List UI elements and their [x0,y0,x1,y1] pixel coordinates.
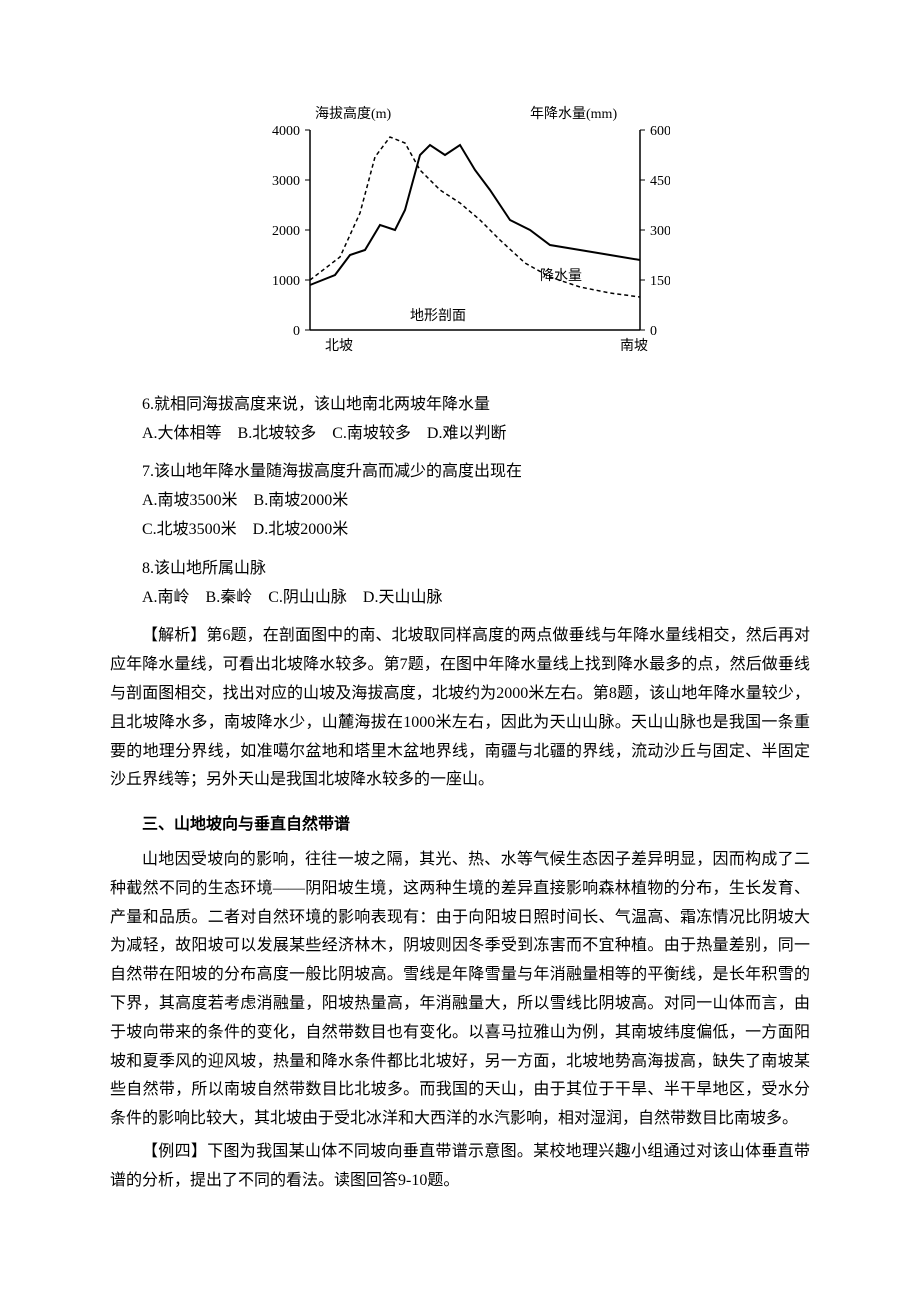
svg-text:0: 0 [293,324,300,339]
svg-text:2000: 2000 [272,224,300,239]
x-right-label: 南坡 [620,338,648,354]
svg-text:300: 300 [650,224,670,239]
right-ticks: 0 150 300 450 600 [640,124,670,339]
svg-text:450: 450 [650,174,670,189]
question-7: 7.该山地年降水量随海拔高度升高而减少的高度出现在 A.南坡3500米 B.南坡… [110,458,810,544]
svg-text:3000: 3000 [272,174,300,189]
right-axis-title: 年降水量(mm) [530,106,617,122]
q7-opt-ab: A.南坡3500米 B.南坡2000米 [110,487,810,516]
left-ticks: 0 1000 2000 3000 4000 [272,124,310,339]
elevation-precip-chart: 海拔高度(m) 年降水量(mm) 0 1000 2000 3000 4000 0 [250,100,670,360]
example4-intro: 【例四】下图为我国某山体不同坡向垂直带谱示意图。某校地理兴趣小组通过对该山体垂直… [110,1138,810,1196]
left-axis-title: 海拔高度(m) [315,105,392,122]
q8-stem: 8.该山地所属山脉 [110,555,810,584]
section3-body: 山地因受坡向的影响，往往一坡之隔，其光、热、水等气候生态因子差异明显，因而构成了… [110,846,810,1134]
x-left-label: 北坡 [325,338,353,354]
q7-stem: 7.该山地年降水量随海拔高度升高而减少的高度出现在 [110,458,810,487]
svg-text:150: 150 [650,274,670,289]
svg-text:0: 0 [650,324,657,339]
svg-text:1000: 1000 [272,274,300,289]
section3-heading: 三、山地坡向与垂直自然带谱 [110,811,810,840]
analysis-text: 【解析】第6题，在剖面图中的南、北坡取同样高度的两点做垂线与年降水量线相交，然后… [110,622,810,795]
question-8: 8.该山地所属山脉 A.南岭 B.秦岭 C.阴山山脉 D.天山山脉 [110,555,810,613]
q6-stem: 6.就相同海拔高度来说，该山地南北两坡年降水量 [110,391,810,420]
q6-options: A.大体相等 B.北坡较多 C.南坡较多 D.难以判断 [110,420,810,449]
svg-text:4000: 4000 [272,124,300,139]
precip-label: 降水量 [540,268,582,284]
q7-opt-cd: C.北坡3500米 D.北坡2000米 [110,516,810,545]
q8-options: A.南岭 B.秦岭 C.阴山山脉 D.天山山脉 [110,584,810,613]
profile-label: 地形剖面 [410,308,466,324]
question-6: 6.就相同海拔高度来说，该山地南北两坡年降水量 A.大体相等 B.北坡较多 C.… [110,391,810,449]
chart-container: 海拔高度(m) 年降水量(mm) 0 1000 2000 3000 4000 0 [110,100,810,371]
svg-text:600: 600 [650,124,670,139]
precip-line [310,137,640,297]
